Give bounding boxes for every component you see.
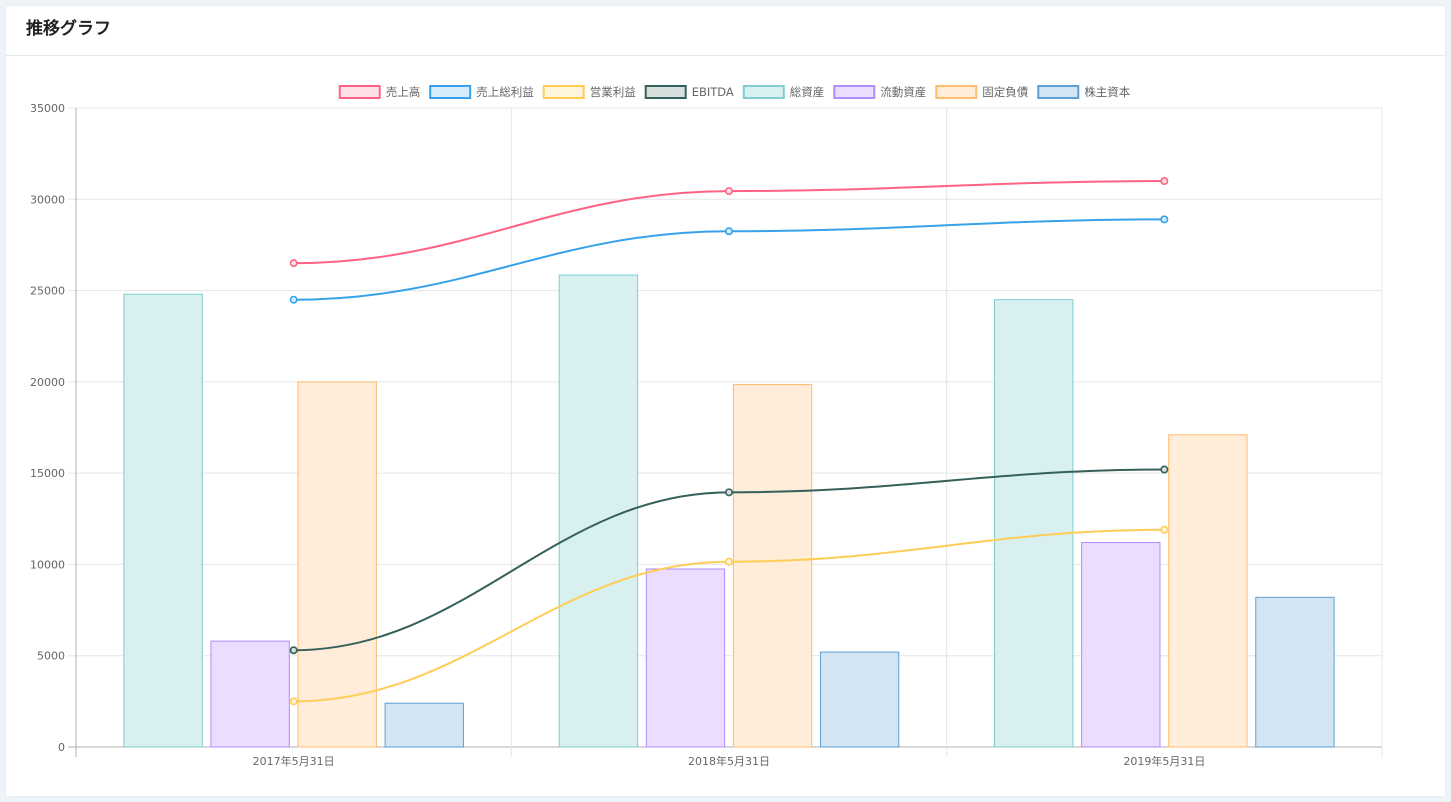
series-point [724,187,733,196]
bar [819,651,900,748]
bar [994,299,1074,748]
bar [1255,596,1335,748]
x-tick-label: 2019年5月31日 [1123,754,1205,768]
legend-swatch [429,85,472,99]
series-point [289,259,298,268]
bar [1168,434,1248,748]
series-point [289,646,298,655]
legend-label: 総資産 [790,85,825,99]
bar [1081,542,1161,748]
bar [732,384,813,748]
bar [297,381,377,748]
legend: 売上高 売上総利益 営業利益 EBITDA 総資産 流動資産 固定負債 株主資本 [338,85,1131,99]
series-point [1160,465,1169,474]
bar [384,702,464,748]
legend-label: 売上高 [386,85,421,99]
y-tick-label: 20000 [30,376,65,389]
trend-chart: 0 5000 10000 15000 20000 25000 30000 35000 2017年… [30,85,1383,768]
bar-series [123,274,1335,748]
card-title: 推移グラフ [26,19,111,39]
series-point [724,227,733,236]
legend-swatch [935,85,978,99]
legend-label: 流動資産 [880,85,926,99]
legend-label: EBITDA [692,85,734,99]
y-tick-label: 0 [58,741,65,754]
y-tick-label: 5000 [37,650,65,663]
legend-label: 株主資本 [1084,85,1130,99]
bar [210,640,290,748]
card-header: 推移グラフ [6,6,1445,56]
series-point [1160,215,1169,224]
bar [645,568,726,748]
legend-swatch [644,85,687,99]
y-tick-label: 30000 [30,193,65,206]
axes: 0 5000 10000 15000 20000 25000 30000 35000 2017年… [30,102,1205,768]
y-tick-label: 25000 [30,285,65,298]
line-series [289,177,1169,706]
y-tick-label: 15000 [30,467,65,480]
legend-swatch [338,85,381,99]
series-point [724,488,733,497]
series-point [1160,525,1169,534]
series-point [1160,177,1169,186]
chart-card: 推移グラフ 0 5000 10000 15000 20000 25000 30000 3500… [6,6,1445,796]
legend-swatch [1037,85,1080,99]
x-tick-label: 2017年5月31日 [253,754,335,768]
series-point [289,295,298,304]
bar [123,293,203,748]
series-point [289,697,298,706]
legend-label: 営業利益 [590,85,636,99]
legend-swatch [833,85,876,99]
y-tick-label: 10000 [30,558,65,571]
legend-swatch [742,85,785,99]
x-tick-label: 2018年5月31日 [688,754,770,768]
legend-label: 固定負債 [982,85,1028,99]
legend-swatch [542,85,585,99]
series-point [724,557,733,566]
legend-label: 売上総利益 [476,85,534,99]
y-tick-label: 35000 [30,102,65,115]
